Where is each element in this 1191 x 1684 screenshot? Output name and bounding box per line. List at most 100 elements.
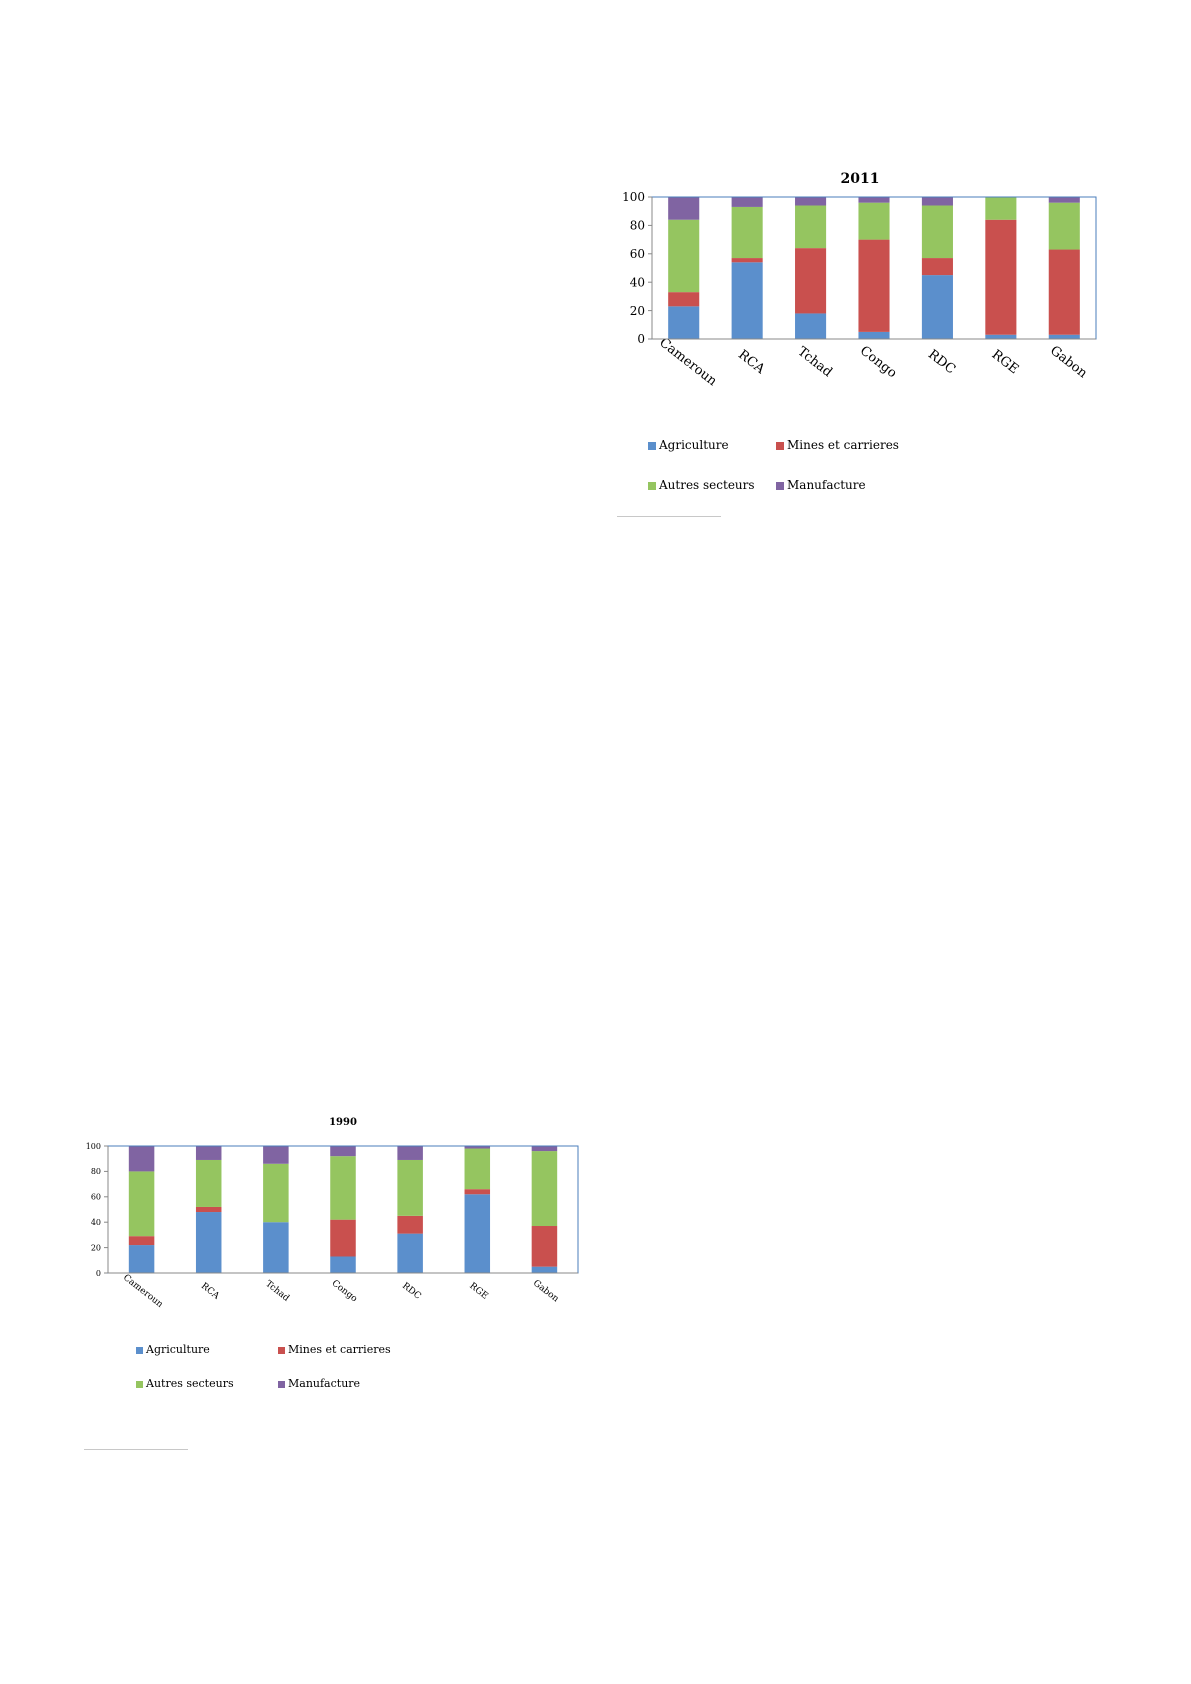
chart-1990-bar-rge-manufacture bbox=[464, 1146, 491, 1149]
chart-1990-bar-rge-agriculture bbox=[464, 1194, 491, 1273]
chart-2011-legend-swatch-mines bbox=[776, 442, 784, 450]
chart-2011-legend-label-autres: Autres secteurs bbox=[658, 478, 755, 492]
chart-1990-bar-tchad-agriculture bbox=[263, 1222, 289, 1273]
chart-2011-legend-label-agriculture: Agriculture bbox=[658, 438, 729, 452]
chart-1990-ytick-label: 40 bbox=[91, 1218, 101, 1227]
chart-2011-ytick-label: 40 bbox=[630, 275, 645, 289]
chart-1990-bar-gabon-manufacture bbox=[531, 1146, 558, 1152]
chart-2011-bar-rdc-manufacture bbox=[921, 197, 953, 206]
chart-2011-bar-tchad-autres bbox=[795, 205, 827, 249]
chart-1990-bar-gabon-mines bbox=[531, 1226, 558, 1267]
chart-1990-bar-congo-mines bbox=[330, 1219, 356, 1257]
chart-2011-ytick-label: 0 bbox=[637, 332, 645, 346]
chart-2011-bar-rca-mines bbox=[731, 258, 763, 263]
chart-1990-bar-congo-agriculture bbox=[330, 1256, 356, 1273]
chart-2011-bar-gabon-manufacture bbox=[1048, 197, 1080, 203]
chart-2011-bar-congo-mines bbox=[858, 239, 890, 332]
chart-1990-bar-tchad-autres bbox=[263, 1163, 289, 1223]
chart-1990-bar-rdc-mines bbox=[397, 1215, 423, 1234]
chart-1990-legend-swatch-agriculture bbox=[136, 1347, 143, 1354]
chart-2011-category-label: RCA bbox=[735, 347, 768, 377]
chart-1990-bar-gabon-autres bbox=[531, 1151, 558, 1227]
chart-2011-legend-label-manufacture: Manufacture bbox=[787, 478, 866, 492]
chart-2011-bar-rge-agriculture bbox=[985, 334, 1017, 339]
chart-2011-legend-swatch-agriculture bbox=[648, 442, 656, 450]
chart-1990-category-label: Tchad bbox=[263, 1279, 291, 1304]
chart-1990-bar-congo-autres bbox=[330, 1156, 356, 1220]
chart-1990-bar-cameroun-agriculture bbox=[128, 1245, 155, 1273]
chart-1990-bar-rca-manufacture bbox=[195, 1146, 222, 1160]
chart-2011-category-label: Congo bbox=[857, 343, 900, 381]
chart-2011-bar-rca-autres bbox=[731, 206, 763, 259]
chart-1990: 1990 0 20 40 60 80 100 Cameroun RCA Tchad Congo RDC… bbox=[80, 1100, 600, 1400]
chart-2011-bar-rdc-mines bbox=[921, 258, 953, 276]
chart-2011-bar-gabon-mines bbox=[1048, 249, 1080, 335]
chart-2011-ytick-label: 100 bbox=[622, 190, 645, 204]
chart-1990-category-label: Congo bbox=[330, 1278, 359, 1304]
chart-2011-svg: 2011 0 20 40 60 80 100 Cameroun RCA Tchad Congo RDC… bbox=[622, 171, 1097, 492]
chart-2011-bar-cameroun-agriculture bbox=[668, 306, 700, 339]
chart-1990-legend-label-autres: Autres secteurs bbox=[145, 1377, 234, 1390]
chart-1990-ytick-label: 20 bbox=[91, 1243, 101, 1252]
chart-2011-category-label: RDC bbox=[925, 347, 958, 377]
chart-2011-category-label: RGE bbox=[989, 347, 1022, 377]
chart-1990-bar-rca-mines bbox=[195, 1206, 222, 1213]
chart-2011-ytick-label: 60 bbox=[630, 247, 645, 261]
chart-2011-bar-rge-mines bbox=[985, 219, 1017, 335]
chart-1990-category-label: RGE bbox=[467, 1281, 489, 1302]
chart-1990-bar-rdc-agriculture bbox=[397, 1233, 423, 1273]
chart-1990-bar-rdc-autres bbox=[397, 1159, 423, 1216]
chart-1990-ytick-label: 0 bbox=[96, 1269, 101, 1278]
chart-2011-bar-cameroun-mines bbox=[668, 292, 700, 307]
chart-2011-bar-tchad-mines bbox=[795, 248, 827, 314]
chart-2011-category-label: Gabon bbox=[1047, 343, 1090, 381]
chart-2011-bar-gabon-autres bbox=[1048, 202, 1080, 250]
chart-2011-bar-rge-autres bbox=[985, 197, 1017, 220]
chart-2011-bar-cameroun-autres bbox=[668, 219, 700, 293]
chart-2011-bar-cameroun-manufacture bbox=[668, 197, 700, 220]
chart-2011-bar-rca-manufacture bbox=[731, 197, 763, 207]
chart-2011-ytick-label: 80 bbox=[630, 219, 645, 233]
chart-2011-category-label: Tchad bbox=[795, 344, 835, 380]
chart-2011-bar-congo-manufacture bbox=[858, 197, 890, 203]
chart-1990-title: 1990 bbox=[329, 1117, 357, 1128]
chart-1990-bar-rca-agriculture bbox=[195, 1212, 222, 1273]
chart-2011-bar-tchad-manufacture bbox=[795, 197, 827, 206]
chart-2011: 2011 0 20 40 60 80 100 Cameroun RCA Tchad Congo RDC… bbox=[600, 165, 1120, 505]
chart-2011-bar-rca-agriculture bbox=[731, 262, 763, 339]
chart-1990-bar-congo-manufacture bbox=[330, 1146, 356, 1157]
chart-1990-legend-label-manufacture: Manufacture bbox=[288, 1377, 360, 1390]
chart-1990-legend-swatch-manufacture bbox=[278, 1381, 285, 1388]
chart-1990-bar-cameroun-autres bbox=[128, 1171, 155, 1237]
chart-1990-category-label: RCA bbox=[199, 1281, 221, 1302]
chart-2011-legend-swatch-autres bbox=[648, 482, 656, 490]
chart-2011-category-label: Cameroun bbox=[656, 335, 720, 389]
chart-2011-ytick-label: 20 bbox=[630, 304, 645, 318]
chart-2011-bar-congo-autres bbox=[858, 202, 890, 240]
chart-1990-bar-rge-mines bbox=[464, 1189, 491, 1195]
chart-1990-category-label: Gabon bbox=[531, 1278, 561, 1304]
chart-2011-bar-gabon-agriculture bbox=[1048, 334, 1080, 339]
chart-1990-legend-label-agriculture: Agriculture bbox=[145, 1343, 210, 1356]
chart-1990-bar-rge-autres bbox=[464, 1148, 491, 1190]
chart-2011-legend-label-mines: Mines et carrieres bbox=[787, 438, 899, 452]
chart-2011-title: 2011 bbox=[841, 171, 880, 187]
chart-2011-bar-tchad-agriculture bbox=[795, 313, 827, 339]
chart-1990-legend-swatch-mines bbox=[278, 1347, 285, 1354]
chart-1990-bar-rdc-manufacture bbox=[397, 1146, 423, 1160]
chart-1990-ytick-label: 60 bbox=[91, 1193, 101, 1202]
chart-1990-bar-rca-autres bbox=[195, 1159, 222, 1207]
chart-1990-legend-label-mines: Mines et carrieres bbox=[288, 1343, 391, 1356]
chart-1990-bar-cameroun-manufacture bbox=[128, 1146, 155, 1172]
chart-1990-svg: 1990 0 20 40 60 80 100 Cameroun RCA Tchad Congo RDC… bbox=[86, 1117, 579, 1390]
chart-1990-category-label: Cameroun bbox=[121, 1273, 165, 1310]
chart-2011-legend-swatch-manufacture bbox=[776, 482, 784, 490]
chart-2011-bar-rdc-autres bbox=[921, 205, 953, 259]
chart-2011-bar-congo-agriculture bbox=[858, 331, 890, 339]
footnote-rule-bottom bbox=[84, 1449, 188, 1450]
chart-1990-bar-gabon-agriculture bbox=[531, 1266, 558, 1273]
chart-2011-bar-rdc-agriculture bbox=[921, 275, 953, 339]
chart-1990-category-label: RDC bbox=[400, 1281, 423, 1302]
chart-1990-bar-cameroun-mines bbox=[128, 1236, 155, 1246]
chart-1990-legend-swatch-autres bbox=[136, 1381, 143, 1388]
